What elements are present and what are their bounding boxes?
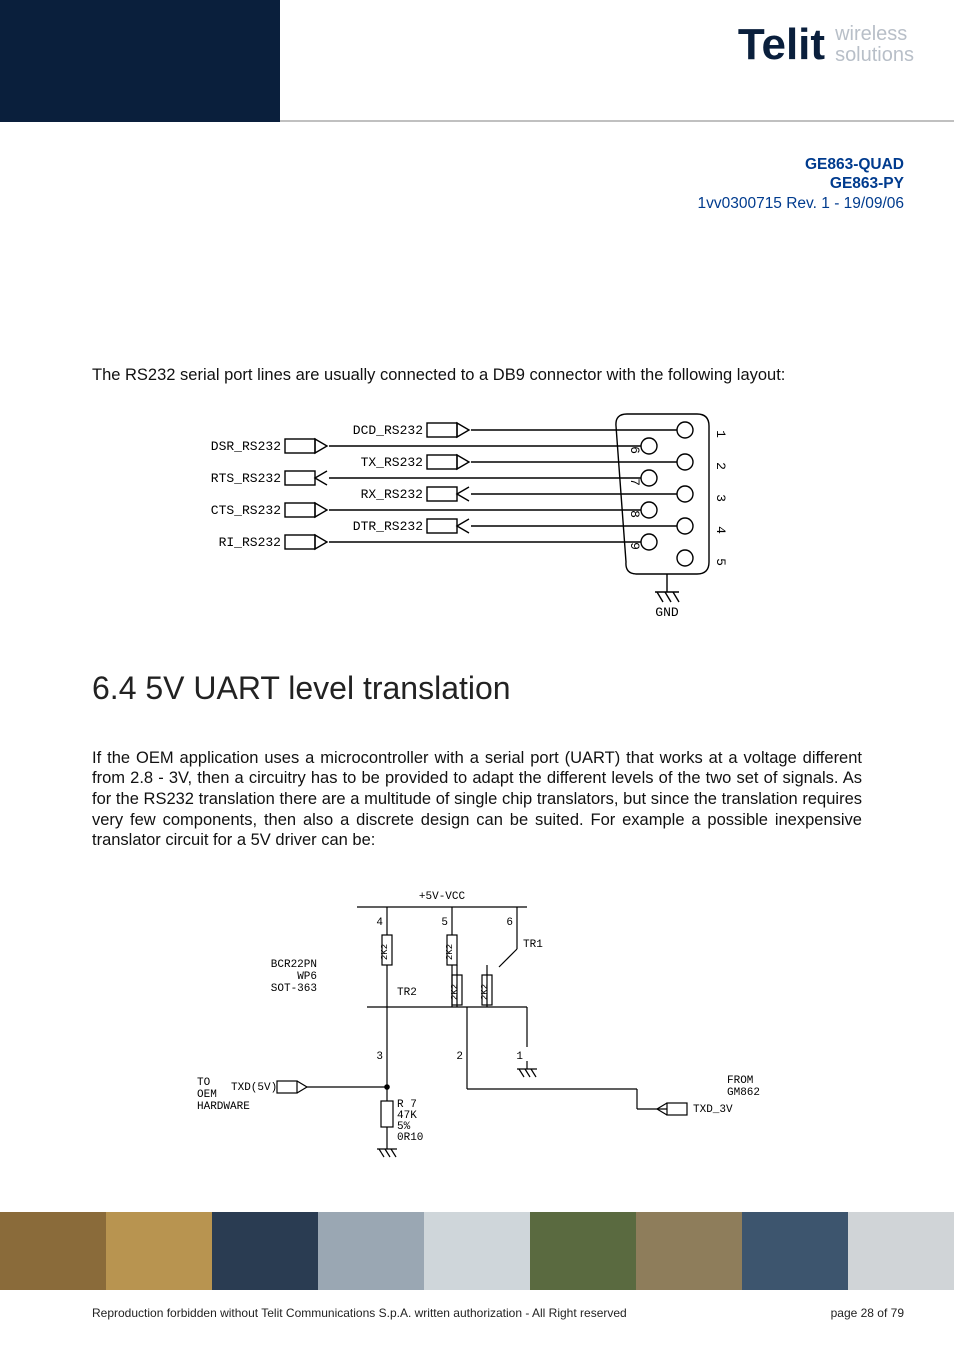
svg-text:RX_RS232: RX_RS232 (361, 487, 423, 502)
footer-text: Reproduction forbidden without Telit Com… (92, 1306, 904, 1320)
logo-name: Telit (738, 20, 825, 70)
svg-text:+5V-VCC: +5V-VCC (419, 891, 466, 903)
logo-tagline-2: solutions (835, 44, 914, 66)
header-rule (280, 120, 954, 122)
svg-text:2K2: 2K2 (480, 984, 490, 1000)
footer-left: Reproduction forbidden without Telit Com… (92, 1306, 627, 1320)
svg-text:RI_RS232: RI_RS232 (219, 535, 281, 550)
svg-text:TXD_3V: TXD_3V (693, 1104, 733, 1116)
svg-text:HARDWARE: HARDWARE (197, 1101, 250, 1113)
section-heading: 5V UART level translation (145, 670, 510, 706)
svg-text:WP6: WP6 (297, 971, 317, 983)
svg-text:2: 2 (456, 1051, 463, 1063)
footer-strip-cell (424, 1212, 530, 1290)
doc-id: GE863-QUAD GE863-PY 1vv0300715 Rev. 1 - … (697, 155, 904, 213)
svg-text:CTS_RS232: CTS_RS232 (211, 503, 281, 518)
svg-text:6: 6 (627, 446, 642, 454)
footer-strip-cell (530, 1212, 636, 1290)
footer-image-strip (0, 1210, 954, 1290)
svg-text:6: 6 (506, 917, 513, 929)
svg-text:2K2: 2K2 (445, 944, 455, 960)
svg-text:GM862: GM862 (727, 1087, 760, 1099)
section-title: 6.4 5V UART level translation (92, 668, 862, 708)
svg-text:DCD_RS232: DCD_RS232 (353, 423, 423, 438)
svg-text:TO: TO (197, 1077, 211, 1089)
circuit-diagram: +5V-VCC 4 5 6 2K2 2K2 TR1 BCR22PNWP6SOT-363 TR2 2… (167, 887, 787, 1227)
svg-text:OEM: OEM (197, 1089, 217, 1101)
svg-text:TR2: TR2 (397, 987, 417, 999)
svg-text:3: 3 (376, 1051, 383, 1063)
footer-strip-cell (106, 1212, 212, 1290)
svg-text:9: 9 (627, 542, 642, 550)
svg-text:8: 8 (627, 510, 642, 518)
svg-text:4: 4 (376, 917, 383, 929)
intro-text: The RS232 serial port lines are usually … (92, 365, 862, 386)
svg-text:1: 1 (713, 430, 728, 438)
svg-text:5: 5 (441, 917, 448, 929)
svg-text:3: 3 (713, 494, 728, 502)
doc-id-line1: GE863-QUAD (697, 155, 904, 174)
footer-right: page 28 of 79 (831, 1306, 904, 1320)
svg-text:BCR22PN: BCR22PN (271, 959, 317, 971)
svg-text:SOT-363: SOT-363 (271, 983, 317, 995)
svg-text:TR1: TR1 (523, 939, 543, 951)
section-number: 6.4 (92, 670, 136, 706)
footer-strip-cell (0, 1212, 106, 1290)
svg-text:7: 7 (627, 478, 642, 486)
footer-strip-cell (212, 1212, 318, 1290)
page-header: Telit wireless solutions (0, 0, 954, 130)
svg-text:GND: GND (655, 605, 679, 620)
svg-text:TXD(5V): TXD(5V) (231, 1082, 277, 1094)
footer-strip-cell (636, 1212, 742, 1290)
svg-text:2: 2 (713, 462, 728, 470)
svg-text:FROM: FROM (727, 1075, 753, 1087)
logo-tagline: wireless solutions (835, 24, 914, 66)
doc-id-line3: 1vv0300715 Rev. 1 - 19/09/06 (697, 194, 904, 213)
svg-text:4: 4 (713, 526, 728, 534)
doc-id-line2: GE863-PY (697, 174, 904, 193)
svg-text:1: 1 (516, 1051, 523, 1063)
page-content: The RS232 serial port lines are usually … (0, 130, 954, 1227)
svg-text:5: 5 (713, 558, 728, 566)
footer-strip-cell (742, 1212, 848, 1290)
svg-text:TX_RS232: TX_RS232 (361, 455, 423, 470)
body-text: If the OEM application uses a microcontr… (92, 748, 862, 851)
header-dark-block (0, 0, 280, 122)
logo: Telit wireless solutions (738, 20, 914, 70)
logo-tagline-1: wireless (835, 23, 907, 45)
footer-strip-cell (848, 1212, 954, 1290)
svg-text:0R10: 0R10 (397, 1132, 423, 1144)
svg-text:DTR_RS232: DTR_RS232 (353, 519, 423, 534)
footer-strip-cell (318, 1212, 424, 1290)
db9-diagram: 1 2 3 4 5 6 7 8 9 GND DSR_RS232 RTS_RS232 CTS_RS232 R… (197, 404, 757, 624)
svg-text:DSR_RS232: DSR_RS232 (211, 439, 281, 454)
svg-text:2K2: 2K2 (380, 944, 390, 960)
svg-text:RTS_RS232: RTS_RS232 (211, 471, 281, 486)
